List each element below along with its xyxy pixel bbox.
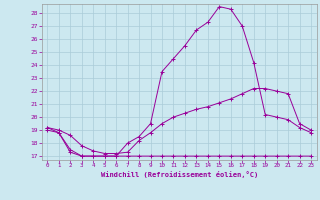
X-axis label: Windchill (Refroidissement éolien,°C): Windchill (Refroidissement éolien,°C) [100,171,258,178]
